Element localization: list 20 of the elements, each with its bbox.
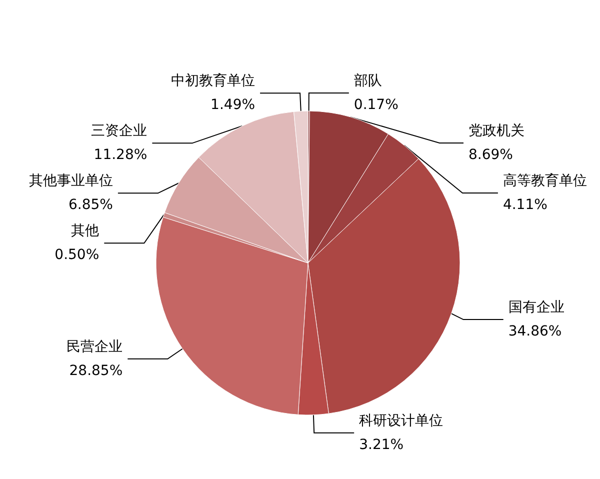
slice-label: 高等教育单位: [502, 172, 587, 189]
data-label: 11.28%: [94, 147, 148, 164]
slice-label: 国有企业: [508, 300, 564, 316]
slice-label: 三资企业: [91, 123, 148, 140]
data-label: 28.85%: [69, 362, 123, 379]
slice-label: 部队: [354, 73, 382, 89]
slice-label: 其他事业单位: [28, 173, 113, 190]
data-label: 1.49%: [210, 97, 256, 114]
data-label: 8.69%: [468, 147, 513, 163]
data-label: 0.17%: [354, 97, 398, 113]
slice-label: 党政机关: [468, 123, 524, 139]
data-label: 4.11%: [502, 197, 548, 213]
slice-label: 民营企业: [66, 338, 123, 355]
slice-label: 科研设计单位: [359, 412, 444, 429]
data-label: 3.21%: [359, 436, 404, 453]
data-label: 0.50%: [54, 247, 100, 264]
slice-label: 中初教育单位: [171, 72, 256, 90]
data-label: 34.86%: [508, 324, 562, 340]
data-label: 6.85%: [68, 197, 113, 214]
slice-label: 其他: [71, 223, 100, 240]
